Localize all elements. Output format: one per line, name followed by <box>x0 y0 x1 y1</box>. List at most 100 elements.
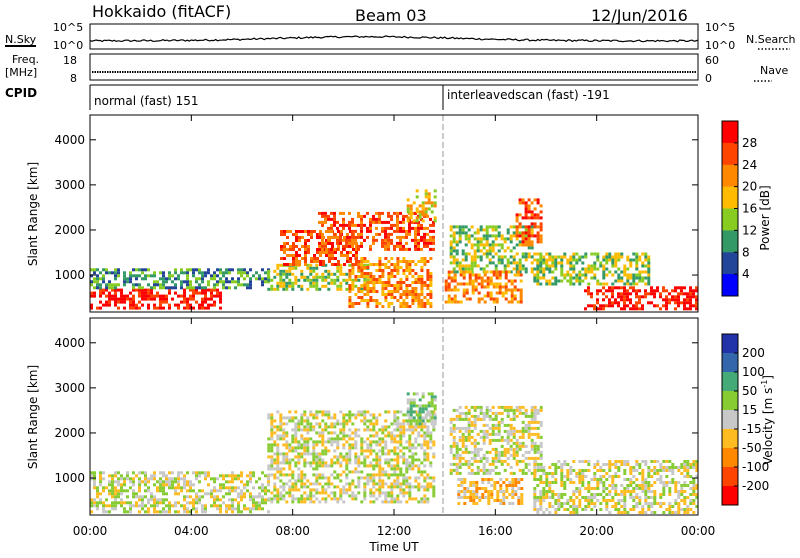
echo-cell <box>569 255 573 259</box>
echo-cell <box>162 501 165 505</box>
echo-cell <box>554 255 558 259</box>
echo-cell <box>375 290 379 293</box>
echo-cell <box>427 392 431 396</box>
echo-cell <box>228 492 231 496</box>
echo-cell <box>590 267 594 271</box>
echo-cell <box>348 241 351 245</box>
echo-cell <box>484 487 488 490</box>
echo-cell <box>378 263 382 266</box>
echo-cell <box>569 478 573 481</box>
echo-cell <box>415 189 419 193</box>
power-colorbar-label: Power [dB] <box>758 185 772 250</box>
echo-cell <box>647 261 651 265</box>
echo-cell <box>414 485 418 489</box>
echo-cell <box>378 443 382 447</box>
echo-cell <box>384 226 387 230</box>
echo-cell <box>563 487 567 490</box>
echo-cell <box>635 487 639 490</box>
echo-cell <box>240 474 243 478</box>
echo-cell <box>590 276 594 280</box>
echo-cell <box>147 477 150 481</box>
echo-cell <box>180 294 183 298</box>
echo-cell <box>471 279 475 283</box>
echo-cell <box>494 417 498 421</box>
echo-cell <box>360 287 364 291</box>
echo-cell <box>273 497 277 501</box>
echo-cell <box>677 466 681 469</box>
echo-cell <box>548 481 552 484</box>
echo-cell <box>93 286 96 290</box>
echo-cell <box>482 246 486 250</box>
echo-cell <box>533 460 537 463</box>
echo-cell <box>492 285 496 289</box>
echo-cell <box>390 226 393 230</box>
echo-cell <box>644 502 648 505</box>
echo-cell <box>421 407 425 411</box>
echo-cell <box>426 275 430 278</box>
echo-cell <box>375 461 379 465</box>
echo-cell <box>417 223 420 227</box>
echo-cell <box>384 263 388 266</box>
echo-cell <box>156 486 159 490</box>
echo-cell <box>539 222 543 226</box>
echo-cell <box>111 297 114 301</box>
echo-cell <box>283 233 286 236</box>
echo-cell <box>644 484 648 487</box>
echo-cell <box>312 449 316 453</box>
echo-cell <box>620 279 624 283</box>
echo-cell <box>644 463 648 466</box>
echo-cell <box>406 398 410 402</box>
echo-cell <box>210 492 213 496</box>
echo-cell <box>285 440 289 444</box>
echo-cell <box>503 405 507 409</box>
echo-cell <box>393 458 397 462</box>
echo-cell <box>198 277 201 281</box>
echo-cell <box>381 449 385 453</box>
echo-cell <box>219 306 222 310</box>
echo-cell <box>357 455 361 459</box>
echo-cell <box>513 297 517 301</box>
echo-cell <box>375 263 379 266</box>
echo-cell <box>533 469 537 472</box>
echo-cell <box>399 491 403 495</box>
echo-cell <box>336 461 340 465</box>
echo-cell <box>204 507 207 511</box>
echo-cell <box>303 275 307 279</box>
echo-cell <box>375 464 379 468</box>
echo-cell <box>635 493 639 496</box>
echo-cell <box>276 263 280 267</box>
echo-cell <box>327 238 330 242</box>
echo-cell <box>584 499 588 502</box>
echo-cell <box>668 493 672 496</box>
echo-cell <box>418 204 422 208</box>
echo-cell <box>467 435 471 439</box>
echo-cell <box>195 477 198 481</box>
echo-cell <box>102 291 105 295</box>
echo-cell <box>309 461 313 465</box>
echo-cell <box>414 272 418 275</box>
echo-cell <box>479 267 483 271</box>
echo-cell <box>521 429 525 433</box>
echo-cell <box>222 477 225 481</box>
echo-cell <box>545 481 549 484</box>
echo-cell <box>363 482 367 486</box>
echo-cell <box>327 485 331 489</box>
echo-cell <box>135 277 138 281</box>
echo-cell <box>120 501 123 505</box>
echo-cell <box>430 395 434 399</box>
echo-cell <box>387 473 391 477</box>
echo-cell <box>207 297 210 301</box>
echo-cell <box>494 267 498 271</box>
echo-cell <box>482 414 486 418</box>
echo-cell <box>409 207 413 211</box>
echo-cell <box>497 429 501 433</box>
echo-cell <box>429 413 433 417</box>
echo-cell <box>464 258 468 262</box>
echo-cell <box>306 485 310 489</box>
echo-cell <box>399 434 403 438</box>
echo-cell <box>295 263 298 266</box>
echo-cell <box>420 223 423 227</box>
echo-cell <box>273 287 277 291</box>
echo-cell <box>327 410 331 414</box>
echo-cell <box>497 432 501 436</box>
